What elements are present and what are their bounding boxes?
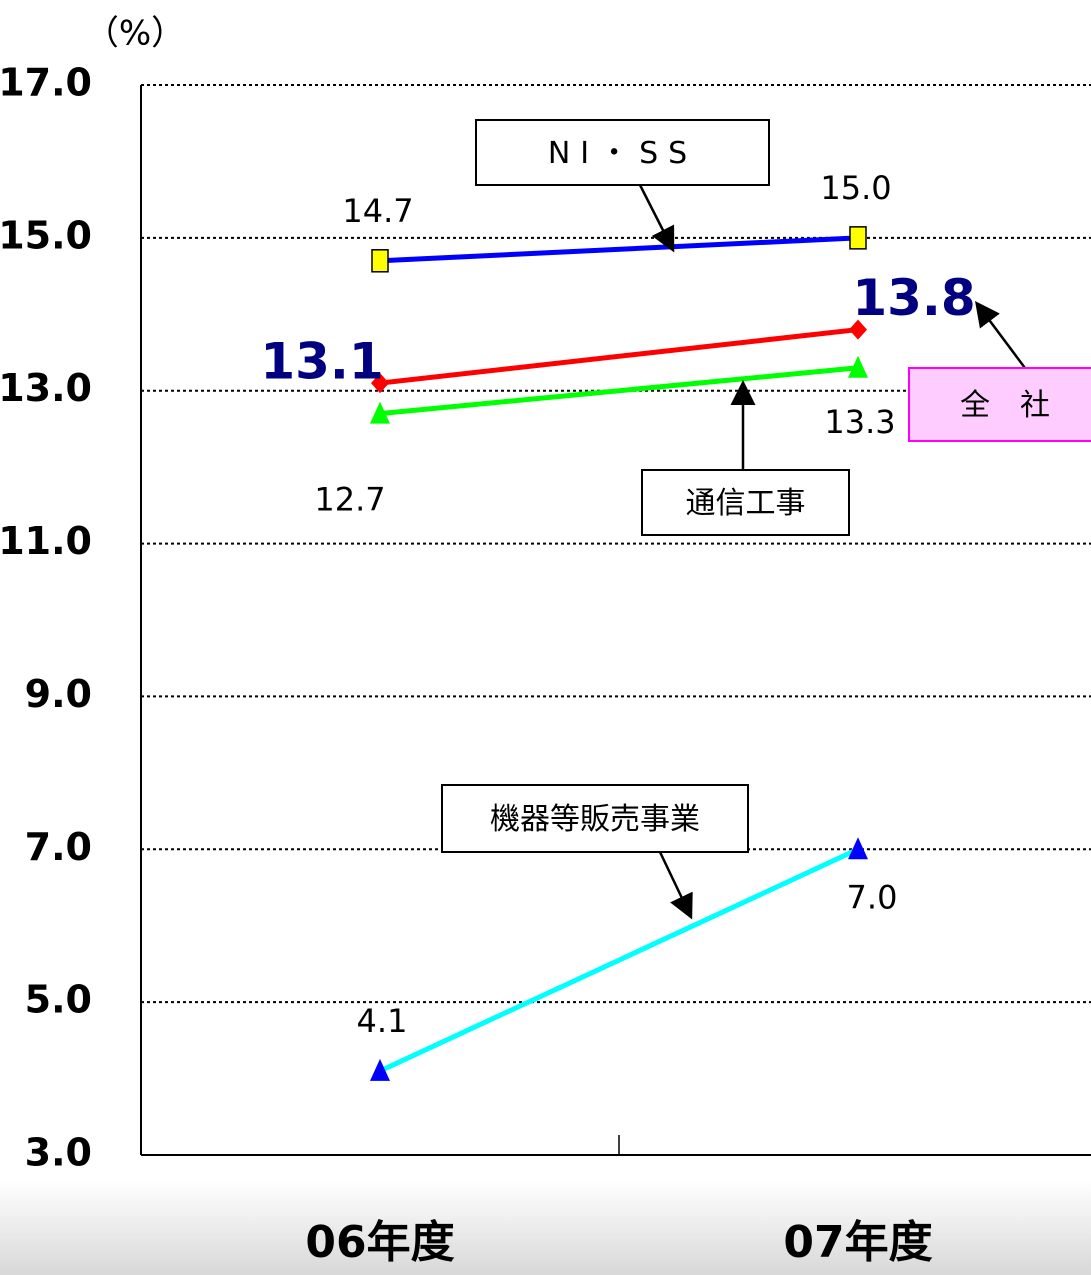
marker	[848, 355, 868, 378]
legend-label: 通信工事	[686, 486, 806, 521]
series-line	[379, 235, 859, 264]
marker	[370, 401, 390, 424]
callout-arrow	[658, 851, 693, 920]
y-tick-label: 13.0	[0, 366, 92, 410]
y-tick-label: 5.0	[25, 978, 92, 1022]
marker	[371, 249, 389, 273]
legend-label: 全 社	[960, 388, 1050, 423]
data-label: 12.7	[314, 481, 385, 519]
data-label: 7.0	[847, 878, 898, 916]
data-label: 13.8	[852, 269, 975, 327]
x-tick-label: 07年度	[783, 1217, 932, 1268]
data-label: 14.7	[342, 192, 413, 230]
marker	[370, 1058, 390, 1081]
legend-box	[475, 119, 770, 186]
y-tick-label: 3.0	[25, 1131, 92, 1175]
marker	[371, 373, 389, 394]
series-line	[378, 847, 860, 1074]
y-axis-label: （%）	[85, 14, 185, 54]
legend-box	[441, 784, 749, 853]
marker	[849, 226, 867, 250]
legend-label: 機器等販売事業	[490, 802, 700, 837]
data-label: 13.1	[260, 333, 383, 391]
y-tick-label: 15.0	[0, 213, 92, 257]
footer-band	[0, 1180, 1091, 1275]
callout-arrow	[975, 300, 1027, 369]
y-tick-label: 9.0	[25, 672, 92, 716]
y-tick-label: 7.0	[25, 825, 92, 869]
callout-arrow	[638, 184, 675, 253]
data-label: 4.1	[357, 1002, 408, 1040]
data-label: 15.0	[820, 169, 891, 207]
legend-label: NI・SS	[548, 136, 697, 171]
legend-box	[908, 367, 1091, 442]
y-tick-label: 17.0	[0, 61, 92, 105]
x-tick-label: 06年度	[305, 1217, 454, 1268]
series-line	[379, 327, 859, 386]
marker	[848, 837, 868, 860]
legend-box	[641, 469, 850, 536]
y-tick-label: 11.0	[0, 519, 92, 563]
series-line	[379, 365, 859, 417]
data-label: 13.3	[824, 403, 895, 441]
marker	[849, 319, 867, 340]
